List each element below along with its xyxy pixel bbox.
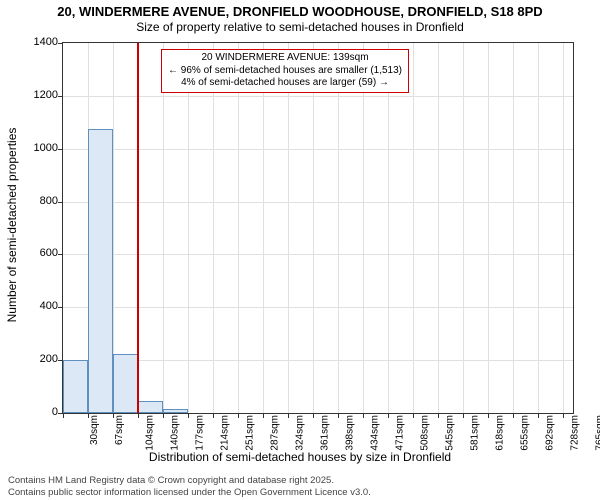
- xtick-label: 287sqm: [269, 415, 280, 451]
- xtick-mark: [313, 413, 314, 418]
- gridline-horizontal: [63, 254, 573, 255]
- histogram-bar: [138, 401, 163, 413]
- gridline-horizontal: [63, 307, 573, 308]
- histogram-bar: [63, 360, 88, 413]
- gridline-vertical: [238, 43, 239, 413]
- ytick-mark: [58, 43, 63, 44]
- footer-attribution: Contains HM Land Registry data © Crown c…: [8, 475, 371, 498]
- xtick-label: 545sqm: [445, 415, 456, 451]
- xtick-mark: [413, 413, 414, 418]
- xtick-mark: [188, 413, 189, 418]
- xtick-label: 655sqm: [520, 415, 531, 451]
- ytick-mark: [58, 149, 63, 150]
- gridline-horizontal: [63, 202, 573, 203]
- xtick-label: 251sqm: [245, 415, 256, 451]
- xtick-mark: [488, 413, 489, 418]
- xtick-mark: [538, 413, 539, 418]
- ytick-mark: [58, 202, 63, 203]
- ytick-mark: [58, 254, 63, 255]
- xtick-mark: [163, 413, 164, 418]
- gridline-vertical: [213, 43, 214, 413]
- gridline-vertical: [488, 43, 489, 413]
- xtick-mark: [513, 413, 514, 418]
- gridline-horizontal: [63, 149, 573, 150]
- xtick-label: 214sqm: [220, 415, 231, 451]
- gridline-vertical: [413, 43, 414, 413]
- ytick-label: 400: [18, 300, 58, 312]
- annotation-callout: 20 WINDERMERE AVENUE: 139sqm← 96% of sem…: [161, 49, 409, 93]
- xtick-label: 471sqm: [394, 415, 405, 451]
- footer-line-1: Contains HM Land Registry data © Crown c…: [8, 475, 371, 486]
- xtick-label: 618sqm: [494, 415, 505, 451]
- xtick-mark: [288, 413, 289, 418]
- gridline-vertical: [188, 43, 189, 413]
- xtick-mark: [463, 413, 464, 418]
- gridline-vertical: [288, 43, 289, 413]
- ytick-label: 200: [18, 353, 58, 365]
- gridline-vertical: [163, 43, 164, 413]
- x-axis-label: Distribution of semi-detached houses by …: [0, 450, 600, 464]
- chart-title: 20, WINDERMERE AVENUE, DRONFIELD WOODHOU…: [0, 0, 600, 20]
- xtick-mark: [138, 413, 139, 418]
- xtick-label: 692sqm: [545, 415, 556, 451]
- ytick-mark: [58, 307, 63, 308]
- ytick-label: 800: [18, 195, 58, 207]
- histogram-bar: [88, 129, 113, 413]
- histogram-bar: [113, 354, 138, 413]
- ytick-label: 0: [18, 406, 58, 418]
- xtick-mark: [438, 413, 439, 418]
- xtick-label: 104sqm: [145, 415, 156, 451]
- xtick-mark: [363, 413, 364, 418]
- xtick-mark: [238, 413, 239, 418]
- xtick-mark: [63, 413, 64, 418]
- annotation-line: 20 WINDERMERE AVENUE: 139sqm: [168, 52, 402, 65]
- ytick-mark: [58, 96, 63, 97]
- gridline-horizontal: [63, 360, 573, 361]
- chart-subtitle: Size of property relative to semi-detach…: [0, 20, 600, 34]
- xtick-label: 361sqm: [320, 415, 331, 451]
- xtick-label: 398sqm: [345, 415, 356, 451]
- xtick-label: 581sqm: [469, 415, 480, 451]
- xtick-mark: [263, 413, 264, 418]
- xtick-label: 177sqm: [195, 415, 206, 451]
- gridline-horizontal: [63, 96, 573, 97]
- xtick-label: 30sqm: [89, 415, 100, 445]
- xtick-mark: [338, 413, 339, 418]
- gridline-vertical: [363, 43, 364, 413]
- plot-area: 20 WINDERMERE AVENUE: 139sqm← 96% of sem…: [62, 42, 574, 414]
- xtick-mark: [563, 413, 564, 418]
- ytick-label: 1400: [18, 36, 58, 48]
- gridline-vertical: [513, 43, 514, 413]
- annotation-line: 4% of semi-detached houses are larger (5…: [168, 77, 402, 90]
- chart-container: 20, WINDERMERE AVENUE, DRONFIELD WOODHOU…: [0, 0, 600, 500]
- xtick-mark: [388, 413, 389, 418]
- gridline-vertical: [538, 43, 539, 413]
- property-marker-line: [137, 43, 139, 413]
- xtick-label: 728sqm: [569, 415, 580, 451]
- xtick-label: 140sqm: [169, 415, 180, 451]
- gridline-vertical: [338, 43, 339, 413]
- ytick-label: 1000: [18, 142, 58, 154]
- footer-line-2: Contains public sector information licen…: [8, 487, 371, 498]
- xtick-mark: [213, 413, 214, 418]
- xtick-label: 765sqm: [594, 415, 600, 451]
- histogram-bar: [163, 409, 188, 413]
- ytick-label: 600: [18, 247, 58, 259]
- ytick-label: 1200: [18, 89, 58, 101]
- gridline-vertical: [388, 43, 389, 413]
- xtick-label: 434sqm: [369, 415, 380, 451]
- xtick-label: 508sqm: [420, 415, 431, 451]
- gridline-vertical: [463, 43, 464, 413]
- gridline-vertical: [263, 43, 264, 413]
- annotation-line: ← 96% of semi-detached houses are smalle…: [168, 65, 402, 78]
- gridline-vertical: [313, 43, 314, 413]
- gridline-vertical: [438, 43, 439, 413]
- xtick-label: 324sqm: [294, 415, 305, 451]
- gridline-vertical: [563, 43, 564, 413]
- xtick-label: 67sqm: [114, 415, 125, 445]
